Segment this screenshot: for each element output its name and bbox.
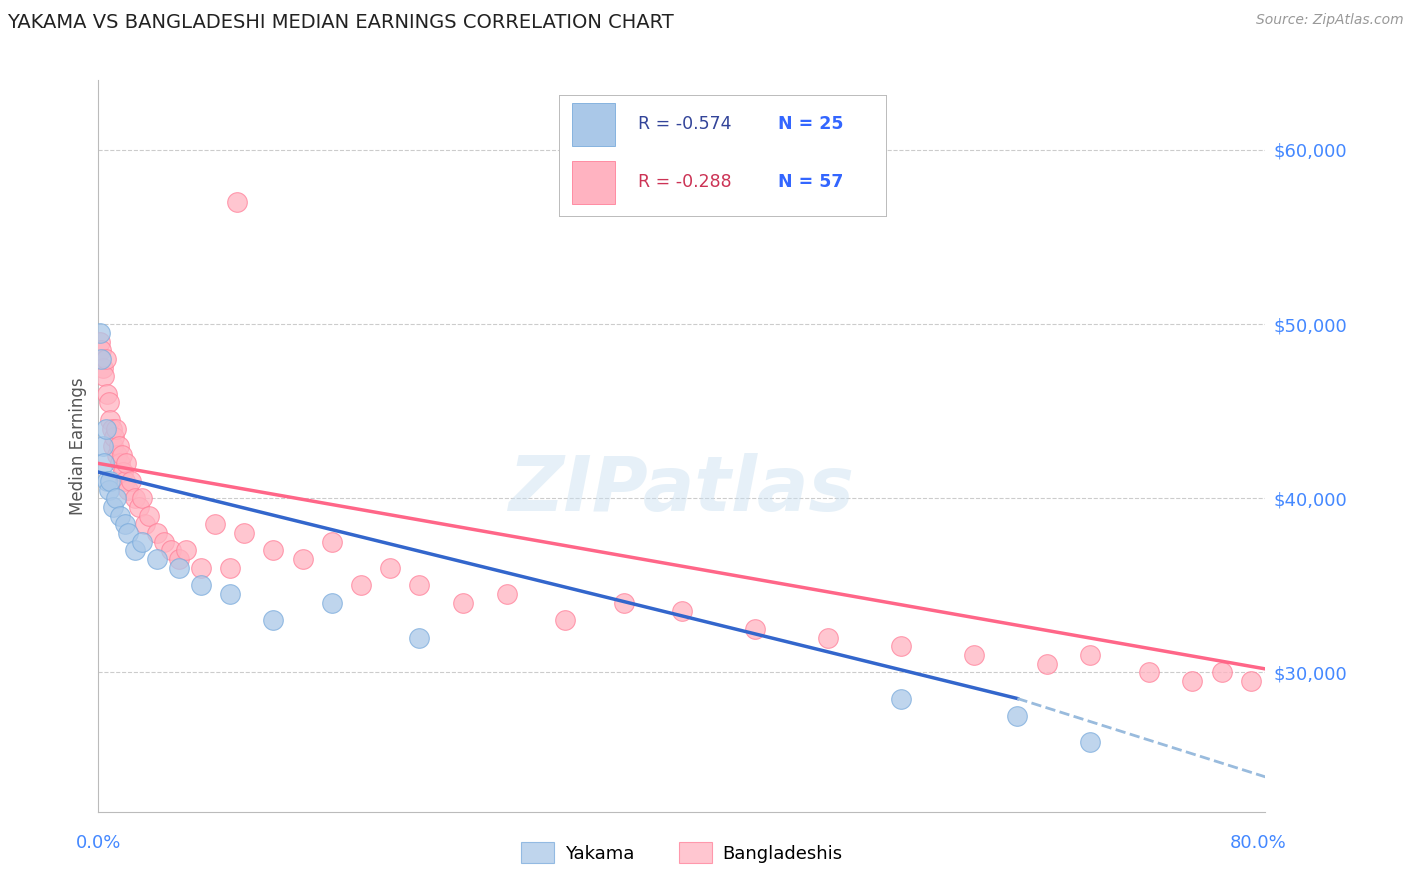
Point	[89, 326, 111, 340]
Point	[890, 691, 912, 706]
Text: 0.0%: 0.0%	[76, 834, 121, 852]
Point	[103, 430, 125, 444]
Point	[1137, 665, 1160, 680]
Point	[134, 517, 156, 532]
Point	[90, 351, 112, 366]
Point	[146, 526, 169, 541]
Point	[104, 421, 127, 435]
Point	[817, 631, 839, 645]
Point	[96, 474, 118, 488]
Point	[226, 195, 249, 210]
Point	[291, 552, 314, 566]
Point	[98, 413, 121, 427]
Point	[96, 386, 118, 401]
Point	[451, 596, 474, 610]
Point	[350, 578, 373, 592]
Text: YAKAMA VS BANGLADESHI MEDIAN EARNINGS CORRELATION CHART: YAKAMA VS BANGLADESHI MEDIAN EARNINGS CO…	[7, 13, 673, 32]
Point	[101, 500, 124, 514]
Point	[124, 543, 146, 558]
Point	[93, 369, 115, 384]
Point	[97, 395, 120, 409]
Point	[190, 578, 212, 592]
Point	[97, 483, 120, 497]
Point	[262, 613, 284, 627]
Point	[1080, 648, 1102, 662]
Point	[117, 526, 139, 541]
Point	[105, 448, 128, 462]
Point	[321, 596, 343, 610]
Point	[124, 491, 146, 506]
Point	[91, 439, 114, 453]
Point	[110, 457, 132, 471]
Point	[128, 500, 150, 514]
Point	[1080, 735, 1102, 749]
Point	[89, 334, 111, 349]
Point	[131, 534, 153, 549]
Point	[108, 439, 131, 453]
Point	[94, 351, 117, 366]
Point	[204, 517, 226, 532]
Point	[117, 483, 139, 497]
Point	[218, 561, 240, 575]
Point	[190, 561, 212, 575]
Point	[495, 587, 517, 601]
Point	[962, 648, 984, 662]
Point	[160, 543, 183, 558]
Y-axis label: Median Earnings: Median Earnings	[69, 377, 87, 515]
Text: ZIPatlas: ZIPatlas	[509, 453, 855, 527]
Point	[138, 508, 160, 523]
Point	[408, 578, 430, 592]
Point	[146, 552, 169, 566]
Point	[1211, 665, 1233, 680]
Point	[218, 587, 240, 601]
Point	[101, 439, 124, 453]
Point	[167, 561, 190, 575]
Point	[93, 457, 115, 471]
Point	[1007, 709, 1029, 723]
Point	[1035, 657, 1057, 671]
Point	[233, 526, 256, 541]
Point	[1240, 674, 1263, 689]
Point	[94, 421, 117, 435]
Point	[378, 561, 402, 575]
Point	[114, 474, 136, 488]
Point	[114, 517, 136, 532]
Point	[100, 421, 122, 435]
Legend: Yakama, Bangladeshis: Yakama, Bangladeshis	[512, 833, 852, 872]
Point	[321, 534, 343, 549]
Point	[262, 543, 284, 558]
Point	[111, 448, 134, 462]
Point	[1181, 674, 1204, 689]
Point	[120, 474, 142, 488]
Point	[744, 622, 766, 636]
Text: 80.0%: 80.0%	[1230, 834, 1286, 852]
Point	[671, 604, 693, 618]
Point	[104, 491, 127, 506]
Point	[91, 360, 114, 375]
Point	[98, 474, 121, 488]
Point	[554, 613, 576, 627]
Point	[167, 552, 190, 566]
Point	[131, 491, 153, 506]
Point	[115, 457, 138, 471]
Point	[890, 640, 912, 654]
Point	[110, 508, 132, 523]
Text: Source: ZipAtlas.com: Source: ZipAtlas.com	[1256, 13, 1403, 28]
Point	[90, 343, 112, 358]
Point	[112, 465, 135, 479]
Point	[153, 534, 176, 549]
Point	[612, 596, 634, 610]
Point	[174, 543, 197, 558]
Point	[408, 631, 430, 645]
